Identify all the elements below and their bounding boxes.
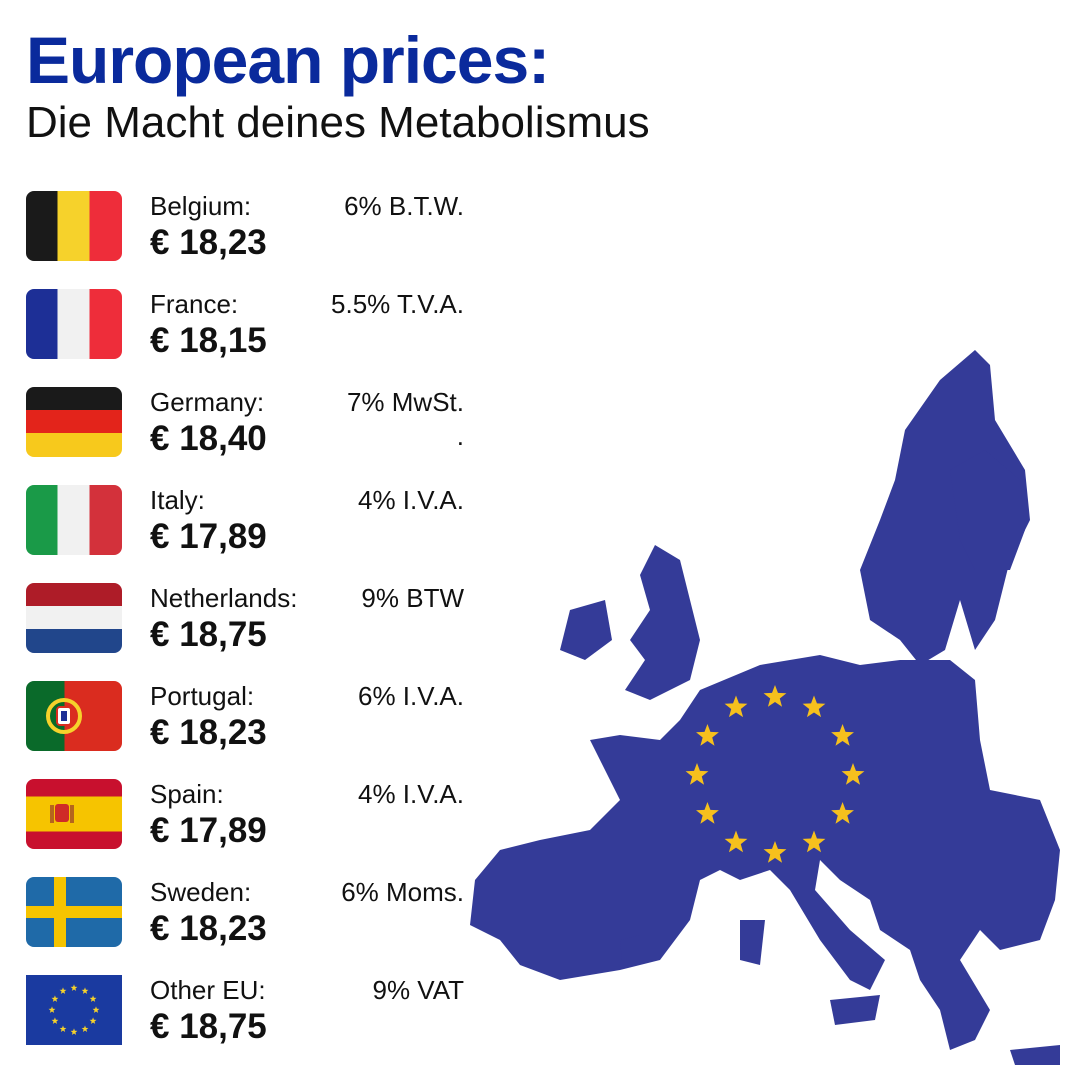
tax: 6% B.T.W. xyxy=(344,191,464,221)
flag-emblem xyxy=(46,698,82,734)
star xyxy=(831,802,854,824)
star xyxy=(763,841,787,863)
star xyxy=(70,984,78,991)
title: European prices: xyxy=(26,23,550,97)
tax: 9% VAT xyxy=(372,975,464,1005)
price-row: Spain: € 17,89 4% I.V.A. xyxy=(0,779,480,859)
price-row: Sweden: € 18,23 6% Moms. xyxy=(0,877,480,957)
tax: 6% Moms. xyxy=(341,877,464,907)
star xyxy=(59,987,67,994)
country: Germany: xyxy=(150,387,265,417)
price-row: Netherlands: € 18,75 9% BTW xyxy=(0,583,480,663)
map-shape xyxy=(470,350,1060,1065)
price-row: Portugal: € 18,23 6% I.V.A. xyxy=(0,681,480,761)
flag xyxy=(26,191,122,261)
price: € 18,40 xyxy=(150,419,267,458)
flag xyxy=(26,583,122,653)
star xyxy=(724,830,748,853)
price-row: Italy: € 17,89 4% I.V.A. xyxy=(0,485,480,565)
star xyxy=(81,987,89,994)
tax: 4% I.V.A. xyxy=(358,485,464,515)
country: Other EU: xyxy=(150,975,266,1005)
star xyxy=(48,1006,56,1013)
price: € 17,89 xyxy=(150,517,267,556)
flag xyxy=(26,289,122,359)
tax: 9% BTW xyxy=(361,583,464,613)
price: € 18,15 xyxy=(150,321,267,360)
note: . xyxy=(456,421,464,451)
star xyxy=(81,1025,89,1032)
star xyxy=(696,802,719,824)
country: Netherlands: xyxy=(150,583,298,613)
star xyxy=(802,830,826,853)
europe-map xyxy=(470,350,1060,1065)
price-row: France: € 18,15 5.5% T.V.A. xyxy=(0,289,480,369)
star xyxy=(696,724,719,746)
star xyxy=(831,724,854,746)
star xyxy=(802,695,826,718)
map-stars xyxy=(685,685,865,863)
flag-stars xyxy=(48,984,100,1035)
price: € 18,75 xyxy=(150,615,267,654)
flag-emblem xyxy=(50,804,74,823)
country: Sweden: xyxy=(150,877,252,907)
star xyxy=(89,1017,97,1024)
flag xyxy=(26,681,122,751)
flag xyxy=(26,485,122,555)
country: Italy: xyxy=(150,485,205,515)
flag xyxy=(26,779,122,849)
flag xyxy=(26,975,122,1045)
price-row: Germany: € 18,40 7% MwSt. . xyxy=(0,387,480,467)
star xyxy=(70,1028,78,1035)
star xyxy=(724,695,748,718)
subtitle: Die Macht deines Metabolismus xyxy=(26,98,650,147)
price: € 18,75 xyxy=(150,1007,267,1046)
star xyxy=(841,763,865,785)
star xyxy=(51,995,59,1002)
tax: 7% MwSt. xyxy=(346,387,464,417)
country: France: xyxy=(150,289,239,319)
tax: 5.5% T.V.A. xyxy=(331,289,464,319)
price-row: Other EU: € 18,75 9% VAT xyxy=(0,975,480,1055)
price: € 18,23 xyxy=(150,713,267,752)
country: Portugal: xyxy=(150,681,255,711)
country: Spain: xyxy=(150,779,224,809)
price: € 18,23 xyxy=(150,909,267,948)
star xyxy=(89,995,97,1002)
star xyxy=(92,1006,100,1013)
tax: 6% I.V.A. xyxy=(358,681,464,711)
star xyxy=(763,685,787,707)
flag-cross xyxy=(26,877,122,947)
star xyxy=(51,1017,59,1024)
price-row: Belgium: € 18,23 6% B.T.W. xyxy=(0,191,480,271)
star xyxy=(685,763,709,785)
price: € 17,89 xyxy=(150,811,267,850)
star xyxy=(59,1025,67,1032)
price: € 18,23 xyxy=(150,223,267,262)
flag xyxy=(26,877,122,947)
tax: 4% I.V.A. xyxy=(358,779,464,809)
country: Belgium: xyxy=(150,191,252,221)
flag xyxy=(26,387,122,457)
